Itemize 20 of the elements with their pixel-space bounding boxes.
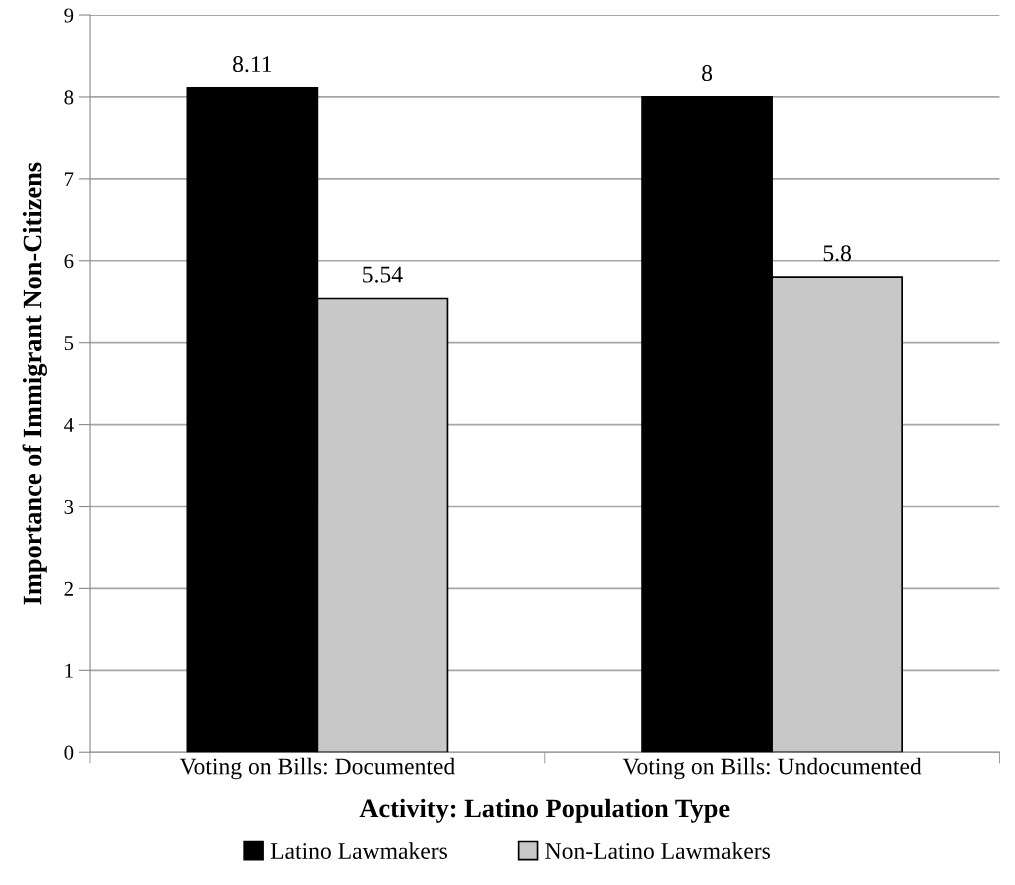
x-tick-label: Voting on Bills: Documented (179, 757, 455, 780)
legend-label: Latino Lawmakers (270, 842, 447, 859)
y-tick-label: 1 (65, 663, 73, 678)
y-tick-label: 4 (64, 418, 74, 432)
legend-label: Non-Latino Lawmakers (545, 842, 770, 859)
y-tick-label: 6 (64, 254, 74, 269)
x-axis-title: Activity: Latino Population Type (359, 798, 730, 823)
x-tick-label: Voting on Bills: Undocumented (622, 757, 922, 780)
y-tick-label: 2 (64, 581, 73, 596)
data-label: 8 (702, 65, 713, 82)
y-tick-label: 7 (65, 172, 74, 187)
y-tick-label: 5 (64, 336, 74, 351)
y-axis-title: Importance of Immigrant Non-Citizens (22, 162, 47, 605)
y-tick-label: 0 (64, 745, 74, 760)
data-label: 5.8 (823, 245, 851, 262)
y-tick-label: 8 (64, 90, 74, 105)
y-tick-label: 9 (64, 8, 74, 23)
data-label: 5.54 (363, 266, 403, 283)
y-tick-label: 3 (64, 499, 74, 514)
data-label: 8.11 (233, 56, 272, 73)
